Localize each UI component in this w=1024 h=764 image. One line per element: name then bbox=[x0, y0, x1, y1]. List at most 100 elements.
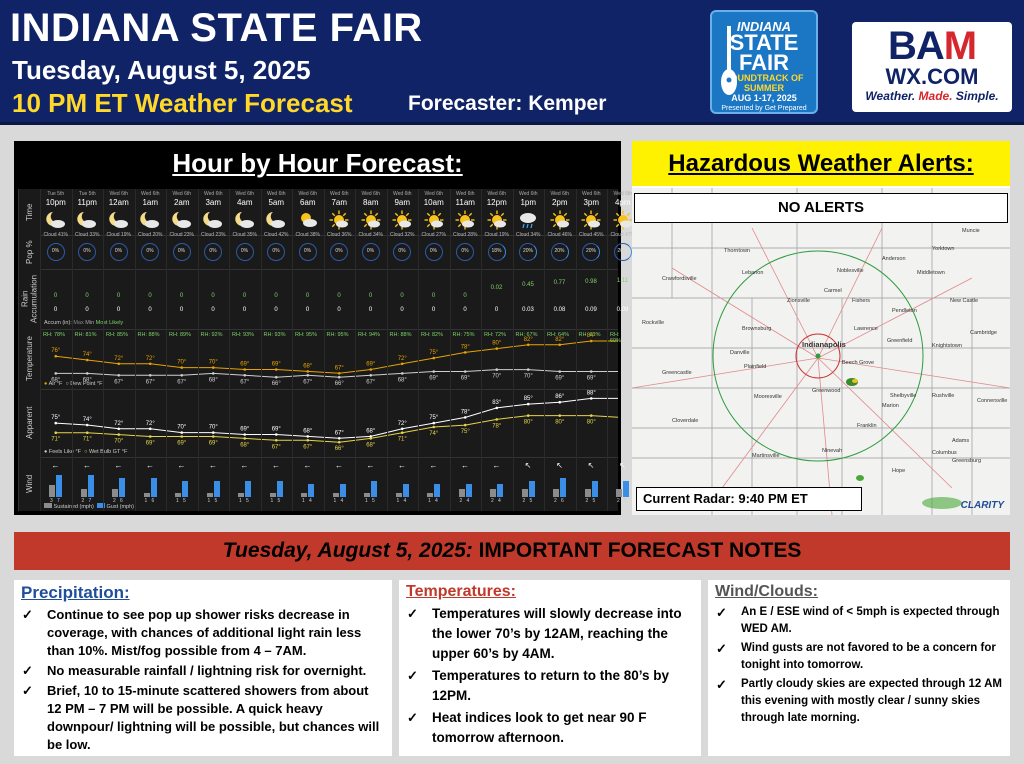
relative-humidity: RH: 72% bbox=[484, 332, 507, 338]
cloud-cover: Cloud 42% bbox=[264, 232, 289, 238]
wind-cloud-heading: Wind/Clouds: bbox=[715, 583, 818, 600]
relative-humidity: RH: 92% bbox=[200, 332, 223, 338]
map-city-label: Franklin bbox=[857, 423, 877, 429]
rain-likely: 0 bbox=[431, 307, 436, 313]
rain-max: 0 bbox=[463, 293, 467, 299]
wind-sustained-bar bbox=[80, 489, 87, 497]
wind-sustained-bar bbox=[553, 489, 559, 497]
hour-day: Wed 6th bbox=[550, 191, 570, 197]
wet-bulb-point bbox=[117, 433, 121, 436]
feels-like-point bbox=[369, 435, 373, 438]
wind-direction-arrow-icon: ← bbox=[429, 461, 438, 470]
map-city-label: Greencastle bbox=[662, 370, 692, 376]
feels-like-label: 70° bbox=[209, 425, 219, 431]
sunny-icon bbox=[549, 209, 571, 231]
hour-time: 3pm bbox=[583, 198, 600, 207]
rain-likely: 0 bbox=[337, 307, 341, 313]
rain-max: 0 bbox=[337, 293, 341, 299]
hour-day: Wed 6th bbox=[329, 191, 349, 197]
pop-ring: 18% bbox=[487, 243, 506, 261]
wet-bulb-label: 78° bbox=[492, 423, 502, 429]
relative-humidity: RH: 95% bbox=[295, 332, 318, 338]
feels-like-point bbox=[400, 427, 404, 431]
hour-time: 7am bbox=[331, 198, 348, 207]
wind-sustained-value: 1 bbox=[176, 498, 179, 504]
pop-ring: 0% bbox=[172, 243, 191, 261]
logo-dates: AUG 1-17, 2025 bbox=[731, 93, 797, 103]
rain-likely: 0.08 bbox=[553, 307, 566, 313]
wet-bulb-label: 71° bbox=[83, 437, 93, 443]
pop-ring: 0% bbox=[78, 243, 96, 261]
relative-humidity: RH: 82% bbox=[421, 332, 444, 338]
wind-gust-bar bbox=[56, 474, 62, 497]
map-city-label: Connersville bbox=[977, 398, 1008, 404]
air-temp-line bbox=[55, 340, 618, 374]
wind-sustained-bar bbox=[427, 493, 433, 497]
hour-time: 11am bbox=[455, 198, 475, 207]
wind-sustained-value: 2 bbox=[617, 498, 620, 504]
pop-ring: 0% bbox=[330, 243, 348, 261]
hour-column: Wed 6th 10am Cloud 27% bbox=[418, 189, 450, 238]
air-temp-point bbox=[274, 368, 278, 371]
hour-time: 1am bbox=[142, 198, 159, 207]
wet-bulb-label: 69° bbox=[146, 441, 156, 447]
wind-sustained-value: 1 bbox=[270, 498, 274, 504]
pop-ring: 20% bbox=[519, 243, 537, 261]
wind-sustained-value: 2 bbox=[491, 498, 494, 504]
note-item: An E / ESE wind of < 5mph is expected th… bbox=[716, 604, 1002, 638]
map-city-label: Beech Grove bbox=[842, 360, 875, 366]
wind-sustained-value: 2 bbox=[554, 498, 557, 504]
feels-like-point bbox=[306, 435, 310, 438]
hour-day: Tue 5th bbox=[78, 191, 96, 197]
dew-point-point bbox=[432, 370, 436, 373]
feels-like-point bbox=[526, 402, 530, 406]
dew-point-point bbox=[369, 374, 373, 377]
feels-like-label: 69° bbox=[240, 427, 250, 433]
feels-like-label: 72° bbox=[146, 421, 156, 427]
feels-like-label: 83° bbox=[492, 400, 502, 406]
feels-like-label: 78° bbox=[461, 409, 471, 415]
legend-accum: Accum (in): Max Min Most Likely bbox=[44, 320, 124, 326]
hour-by-hour-panel: Hour by Hour Forecast: Time Pop % Rain A… bbox=[14, 141, 635, 515]
air-temp-point bbox=[369, 368, 373, 371]
wet-bulb-label: 66° bbox=[335, 446, 345, 452]
relative-humidity: RH: 81% bbox=[74, 332, 97, 338]
note-item: Wind gusts are not favored to be a conce… bbox=[716, 640, 1002, 674]
feels-like-point bbox=[495, 406, 499, 410]
air-temp-label: 72° bbox=[146, 356, 156, 362]
wind-gust-bar bbox=[119, 477, 125, 497]
night-partly-cloudy-icon bbox=[265, 209, 287, 231]
cloud-cover: Cloud 19% bbox=[106, 232, 131, 238]
cloud-cover: Cloud 23% bbox=[169, 232, 194, 238]
wet-bulb-point bbox=[526, 414, 530, 417]
rain-max: 0 bbox=[274, 293, 278, 299]
map-city-label: Greensburg bbox=[952, 458, 982, 464]
air-temp-label: 67° bbox=[335, 365, 345, 371]
air-temp-label: 75° bbox=[429, 350, 439, 356]
hour-time: 12am bbox=[108, 198, 129, 207]
clarity-watermark: CLARITY bbox=[960, 500, 1004, 511]
radar-map[interactable]: MulberryFrankfortAlexandriaMuncieYorktow… bbox=[632, 188, 1010, 515]
hour-time: 8am bbox=[362, 198, 379, 207]
wind-gust-value: 4 bbox=[498, 498, 501, 504]
feels-like-point bbox=[148, 427, 152, 431]
air-temp-label: 69° bbox=[240, 362, 250, 368]
night-partly-cloudy-icon bbox=[139, 209, 161, 231]
wind-gust-value: 4 bbox=[435, 498, 438, 504]
wind-sustained-value: 2 bbox=[522, 498, 526, 504]
wind-sustained-bar bbox=[584, 489, 591, 497]
map-city-label: Martinsville bbox=[752, 453, 780, 459]
hour-column: Wed 6th 9am Cloud 32% bbox=[387, 189, 419, 238]
hour-day: Wed 6th bbox=[298, 191, 318, 197]
hour-time: 12pm bbox=[486, 198, 507, 207]
feels-like-label: 74° bbox=[83, 417, 93, 423]
feels-like-label: 72° bbox=[398, 421, 408, 427]
hour-time: 9am bbox=[394, 198, 411, 207]
wind-gust-bar bbox=[87, 474, 94, 497]
rain-max: 0 bbox=[116, 293, 121, 299]
wind-sustained-value: 1 bbox=[428, 498, 431, 504]
hour-day: Wed 6th bbox=[613, 191, 633, 197]
relative-humidity: RH: 93% bbox=[232, 332, 255, 338]
header: INDIANA STATE FAIR Tuesday, August 5, 20… bbox=[0, 0, 1024, 125]
logo-line-2: STATE bbox=[729, 30, 799, 55]
